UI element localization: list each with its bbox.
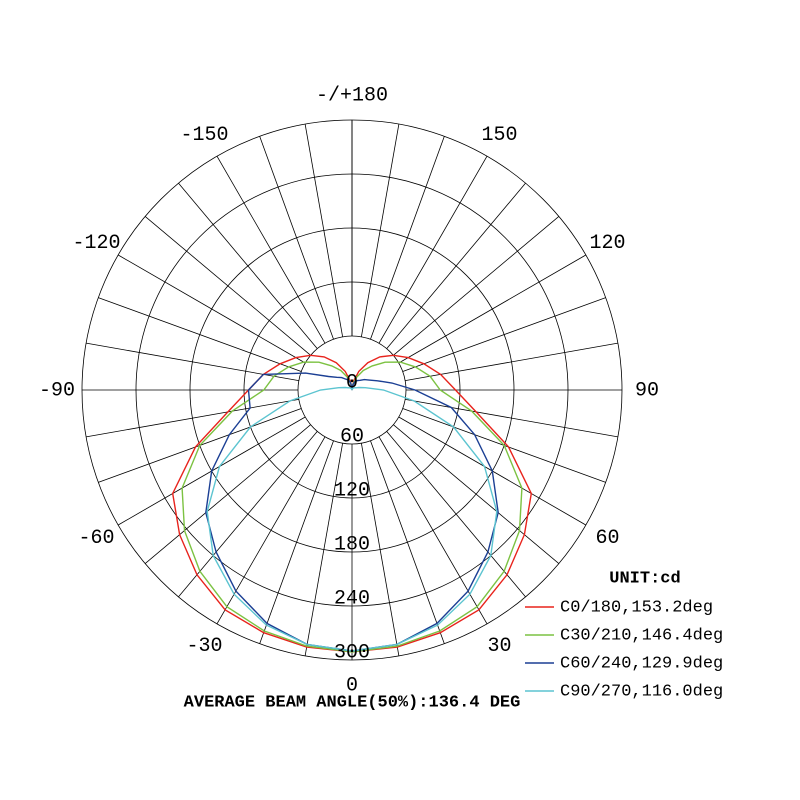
- legend-label: C30/210,146.4deg: [560, 626, 723, 645]
- ring: [189, 227, 515, 553]
- ring: [81, 119, 623, 661]
- ring: [243, 281, 461, 499]
- theta-tick-label: 90: [635, 379, 659, 402]
- theta-tick-label: -90: [39, 379, 75, 402]
- legend-label: C60/240,129.9deg: [560, 654, 723, 673]
- theta-tick-label: 120: [589, 232, 625, 255]
- theta-tick-label: 150: [481, 124, 517, 147]
- ring: [135, 173, 569, 607]
- r-tick-label: 60: [340, 425, 364, 448]
- theta-tick-label: -150: [180, 124, 228, 147]
- series-line: [206, 386, 498, 652]
- r-tick-label: 180: [334, 533, 370, 556]
- plot: C0/180,153.2deg C30/210,146.4deg C60/240,1…: [39, 84, 723, 701]
- r-tick-label: 120: [334, 479, 370, 502]
- theta-tick-label: 30: [487, 635, 511, 658]
- r-tick-label: 240: [334, 587, 370, 610]
- theta-tick-label: -120: [73, 232, 121, 255]
- theta-tick-label: -30: [186, 635, 222, 658]
- footer: AVERAGE BEAM ANGLE(50%):136.4 DEG: [184, 693, 521, 712]
- r-tick-label: 300: [334, 641, 370, 664]
- legend-label: C0/180,153.2deg: [560, 598, 713, 617]
- series-line: [181, 361, 523, 653]
- theta-tick-label: -60: [79, 527, 115, 550]
- legend-label: C90/270,116.0deg: [560, 682, 723, 701]
- ring: [297, 335, 407, 445]
- theta-tick-label: 60: [595, 527, 619, 550]
- theta-tick-label: 0: [346, 674, 358, 697]
- r-tick-label: 0: [346, 371, 358, 394]
- legend-title: UNIT:cd: [609, 569, 680, 588]
- theta-tick-label: -/+180: [316, 84, 388, 107]
